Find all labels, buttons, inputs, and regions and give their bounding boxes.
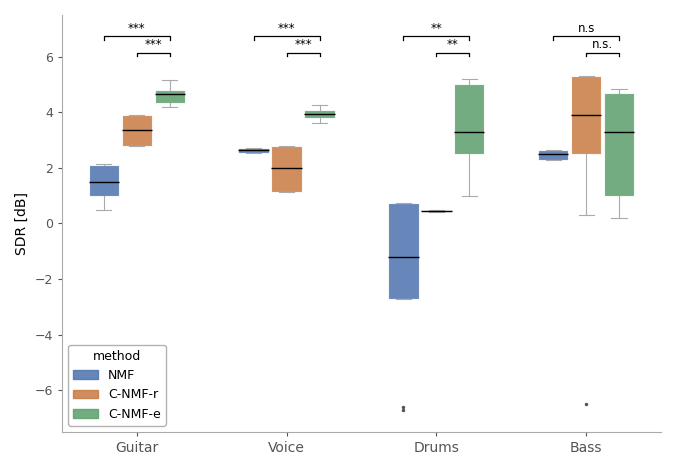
- Text: n.s.: n.s.: [592, 38, 613, 51]
- Text: **: **: [447, 38, 459, 51]
- Text: ***: ***: [294, 38, 312, 51]
- Text: ***: ***: [128, 22, 145, 35]
- PathPatch shape: [421, 210, 452, 212]
- Text: ***: ***: [145, 38, 162, 51]
- PathPatch shape: [388, 203, 418, 298]
- PathPatch shape: [155, 90, 185, 102]
- Y-axis label: SDR [dB]: SDR [dB]: [15, 192, 29, 255]
- Text: ***: ***: [278, 22, 295, 35]
- PathPatch shape: [272, 146, 301, 191]
- PathPatch shape: [239, 149, 269, 153]
- Text: n.s: n.s: [577, 22, 595, 35]
- PathPatch shape: [454, 85, 485, 154]
- PathPatch shape: [89, 165, 119, 196]
- Legend: NMF, C-NMF-r, C-NMF-e: NMF, C-NMF-r, C-NMF-e: [68, 345, 166, 426]
- PathPatch shape: [538, 150, 569, 159]
- PathPatch shape: [304, 110, 335, 118]
- Text: **: **: [431, 22, 442, 35]
- PathPatch shape: [122, 115, 152, 146]
- PathPatch shape: [604, 93, 634, 196]
- PathPatch shape: [571, 76, 601, 154]
